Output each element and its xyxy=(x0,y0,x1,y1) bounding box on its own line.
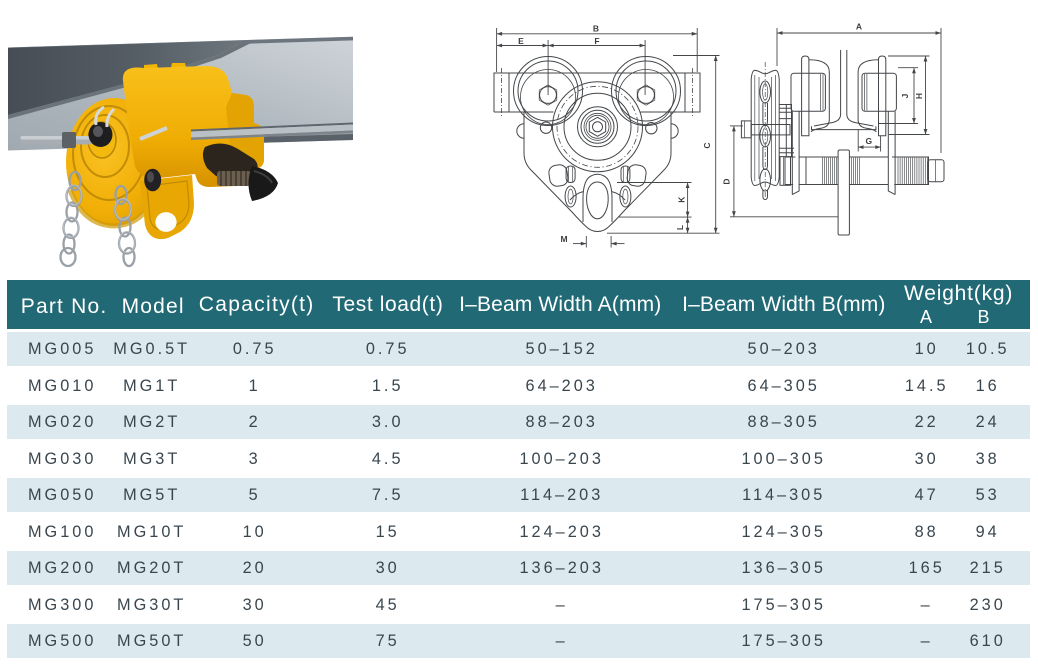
svg-text:F: F xyxy=(594,36,599,46)
svg-text:B: B xyxy=(593,24,599,34)
svg-text:H: H xyxy=(914,93,924,99)
svg-text:M: M xyxy=(560,234,567,244)
svg-text:E: E xyxy=(518,36,524,46)
svg-text:C: C xyxy=(702,142,712,148)
svg-text:K: K xyxy=(676,196,686,203)
svg-text:J: J xyxy=(900,93,910,98)
svg-text:D: D xyxy=(721,178,731,184)
svg-text:A: A xyxy=(856,22,862,32)
svg-text:L: L xyxy=(675,225,685,230)
svg-text:G: G xyxy=(865,136,872,146)
